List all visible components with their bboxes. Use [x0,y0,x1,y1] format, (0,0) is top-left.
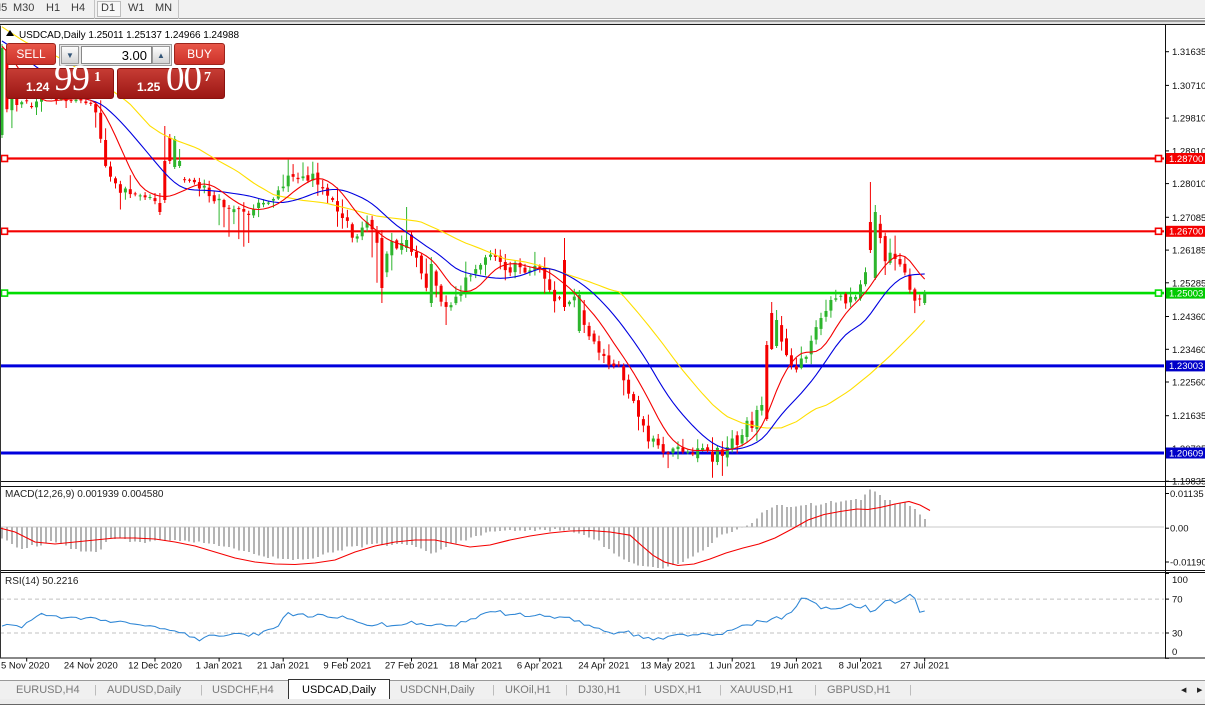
svg-text:5 Nov 2020: 5 Nov 2020 [1,661,50,672]
svg-text:1.28010: 1.28010 [1172,179,1205,190]
svg-text:1.19835: 1.19835 [1172,477,1205,488]
svg-text:6 Apr 2021: 6 Apr 2021 [517,661,563,672]
svg-text:1.24360: 1.24360 [1172,312,1205,323]
svg-text:1.22560: 1.22560 [1172,378,1205,389]
svg-text:-0.01190: -0.01190 [1170,558,1205,569]
svg-text:1.27085: 1.27085 [1172,213,1205,224]
svg-text:70: 70 [1172,595,1183,606]
svg-text:1 Jan 2021: 1 Jan 2021 [196,661,243,672]
svg-text:1.21635: 1.21635 [1172,411,1205,422]
svg-text:1.28700: 1.28700 [1169,154,1203,165]
svg-text:1.20609: 1.20609 [1169,448,1203,459]
svg-text:1.23460: 1.23460 [1172,345,1205,356]
svg-text:1.26185: 1.26185 [1172,246,1205,257]
svg-text:21 Jan 2021: 21 Jan 2021 [257,661,309,672]
svg-text:1.25285: 1.25285 [1172,278,1205,289]
svg-text:8 Jul 2021: 8 Jul 2021 [839,661,883,672]
svg-text:0.01135: 0.01135 [1170,489,1204,500]
svg-text:1.25003: 1.25003 [1169,288,1203,299]
svg-text:1.30710: 1.30710 [1172,81,1205,92]
svg-text:MACD(12,26,9) 0.001939 0.00458: MACD(12,26,9) 0.001939 0.004580 [5,489,164,500]
svg-text:1.23003: 1.23003 [1169,361,1203,372]
svg-text:13 May 2021: 13 May 2021 [641,661,696,672]
svg-text:27 Jul 2021: 27 Jul 2021 [900,661,949,672]
svg-text:24 Nov 2020: 24 Nov 2020 [64,661,118,672]
svg-text:0.00: 0.00 [1170,524,1189,535]
svg-text:24 Apr 2021: 24 Apr 2021 [578,661,629,672]
svg-text:0: 0 [1172,647,1177,658]
svg-text:27 Feb 2021: 27 Feb 2021 [385,661,438,672]
svg-text:12 Dec 2020: 12 Dec 2020 [128,661,182,672]
svg-text:18 Mar 2021: 18 Mar 2021 [449,661,502,672]
svg-text:1.26700: 1.26700 [1169,227,1203,238]
svg-text:9 Feb 2021: 9 Feb 2021 [323,661,371,672]
svg-text:100: 100 [1172,575,1188,586]
svg-text:USDCAD,Daily 1.25011 1.25137: USDCAD,Daily 1.25011 1.25137 1.24966 1.2… [19,30,239,41]
svg-text:1.31635: 1.31635 [1172,47,1205,58]
svg-text:30: 30 [1172,629,1183,640]
svg-text:RSI(14) 50.2216: RSI(14) 50.2216 [5,576,79,587]
svg-text:1.29810: 1.29810 [1172,114,1205,125]
svg-text:19 Jun 2021: 19 Jun 2021 [770,661,822,672]
svg-text:1.28910: 1.28910 [1172,146,1205,157]
svg-text:1 Jun 2021: 1 Jun 2021 [709,661,756,672]
